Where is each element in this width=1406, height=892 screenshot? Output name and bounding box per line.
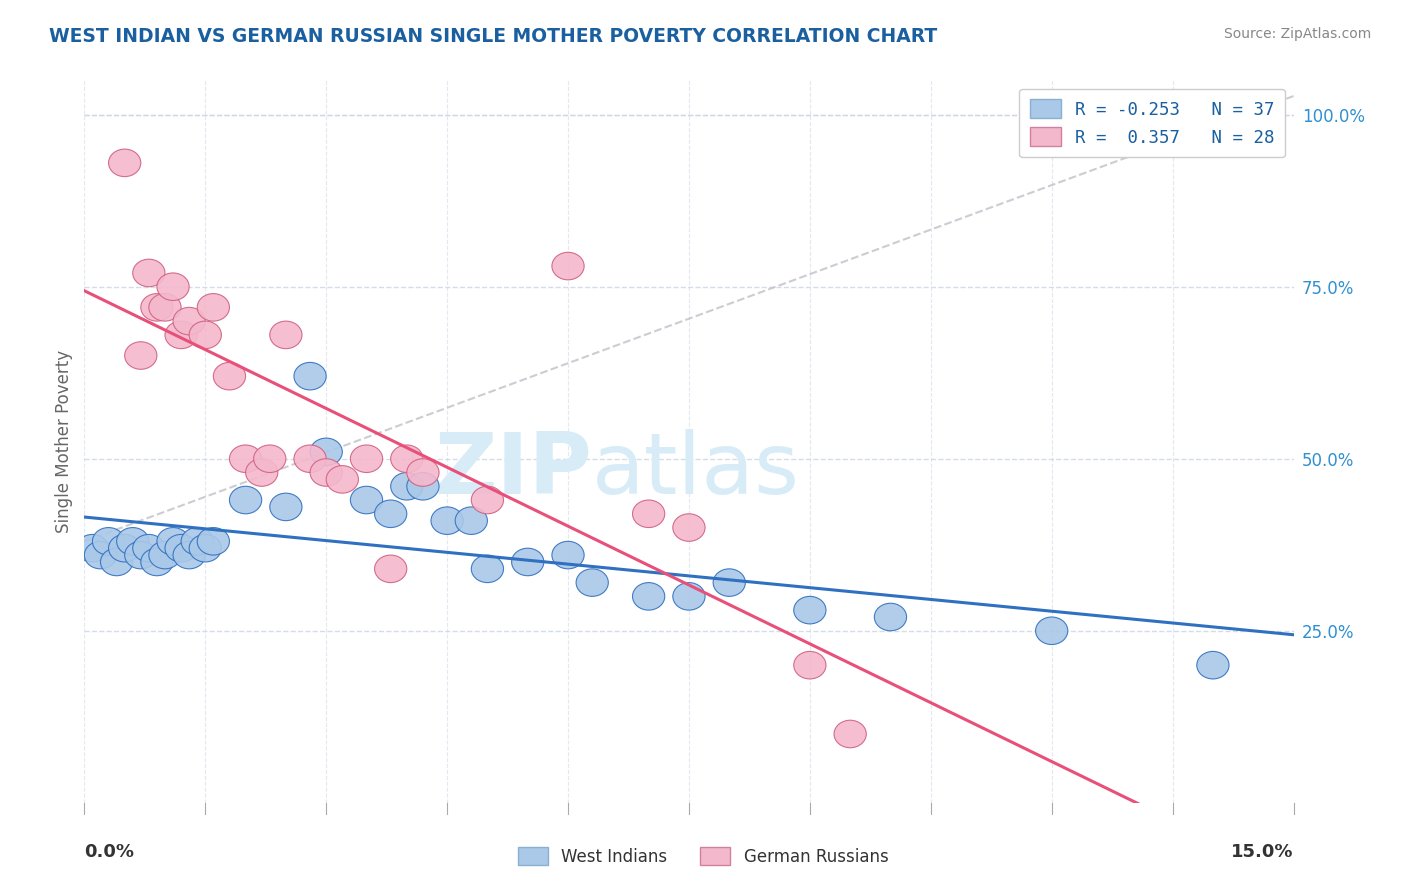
Ellipse shape xyxy=(190,534,221,562)
Ellipse shape xyxy=(93,527,125,555)
Ellipse shape xyxy=(84,541,117,569)
Ellipse shape xyxy=(149,541,181,569)
Ellipse shape xyxy=(391,473,423,500)
Ellipse shape xyxy=(190,321,221,349)
Ellipse shape xyxy=(157,273,190,301)
Ellipse shape xyxy=(108,534,141,562)
Ellipse shape xyxy=(270,493,302,521)
Ellipse shape xyxy=(794,597,825,624)
Ellipse shape xyxy=(100,549,132,575)
Ellipse shape xyxy=(673,514,704,541)
Ellipse shape xyxy=(108,149,141,177)
Ellipse shape xyxy=(229,486,262,514)
Text: Source: ZipAtlas.com: Source: ZipAtlas.com xyxy=(1223,27,1371,41)
Ellipse shape xyxy=(117,527,149,555)
Ellipse shape xyxy=(794,651,825,679)
Ellipse shape xyxy=(165,321,197,349)
Ellipse shape xyxy=(350,486,382,514)
Ellipse shape xyxy=(253,445,285,473)
Ellipse shape xyxy=(1197,651,1229,679)
Ellipse shape xyxy=(132,260,165,286)
Ellipse shape xyxy=(374,555,406,582)
Ellipse shape xyxy=(633,582,665,610)
Legend: West Indians, German Russians: West Indians, German Russians xyxy=(510,840,896,872)
Text: atlas: atlas xyxy=(592,429,800,512)
Ellipse shape xyxy=(673,582,704,610)
Ellipse shape xyxy=(132,534,165,562)
Text: 15.0%: 15.0% xyxy=(1232,843,1294,861)
Ellipse shape xyxy=(270,321,302,349)
Ellipse shape xyxy=(576,569,609,597)
Text: 0.0%: 0.0% xyxy=(84,843,135,861)
Ellipse shape xyxy=(553,541,583,569)
Ellipse shape xyxy=(311,438,342,466)
Text: WEST INDIAN VS GERMAN RUSSIAN SINGLE MOTHER POVERTY CORRELATION CHART: WEST INDIAN VS GERMAN RUSSIAN SINGLE MOT… xyxy=(49,27,938,45)
Ellipse shape xyxy=(350,445,382,473)
Ellipse shape xyxy=(141,549,173,575)
Ellipse shape xyxy=(165,534,197,562)
Ellipse shape xyxy=(141,293,173,321)
Ellipse shape xyxy=(391,445,423,473)
Ellipse shape xyxy=(173,541,205,569)
Ellipse shape xyxy=(214,362,246,390)
Ellipse shape xyxy=(157,527,190,555)
Ellipse shape xyxy=(406,473,439,500)
Ellipse shape xyxy=(456,507,488,534)
Ellipse shape xyxy=(512,549,544,575)
Ellipse shape xyxy=(125,541,157,569)
Ellipse shape xyxy=(553,252,583,280)
Ellipse shape xyxy=(149,293,181,321)
Ellipse shape xyxy=(1036,617,1067,645)
Ellipse shape xyxy=(311,458,342,486)
Ellipse shape xyxy=(633,500,665,527)
Ellipse shape xyxy=(471,486,503,514)
Ellipse shape xyxy=(471,555,503,582)
Ellipse shape xyxy=(294,362,326,390)
Ellipse shape xyxy=(374,500,406,527)
Y-axis label: Single Mother Poverty: Single Mother Poverty xyxy=(55,350,73,533)
Ellipse shape xyxy=(432,507,463,534)
Ellipse shape xyxy=(173,308,205,334)
Ellipse shape xyxy=(326,466,359,493)
Ellipse shape xyxy=(406,458,439,486)
Ellipse shape xyxy=(76,534,108,562)
Ellipse shape xyxy=(294,445,326,473)
Legend: R = -0.253   N = 37, R =  0.357   N = 28: R = -0.253 N = 37, R = 0.357 N = 28 xyxy=(1019,89,1285,157)
Ellipse shape xyxy=(246,458,278,486)
Ellipse shape xyxy=(197,527,229,555)
Ellipse shape xyxy=(229,445,262,473)
Text: ZIP: ZIP xyxy=(434,429,592,512)
Ellipse shape xyxy=(834,720,866,747)
Ellipse shape xyxy=(875,603,907,631)
Ellipse shape xyxy=(181,527,214,555)
Ellipse shape xyxy=(713,569,745,597)
Ellipse shape xyxy=(125,342,157,369)
Ellipse shape xyxy=(197,293,229,321)
